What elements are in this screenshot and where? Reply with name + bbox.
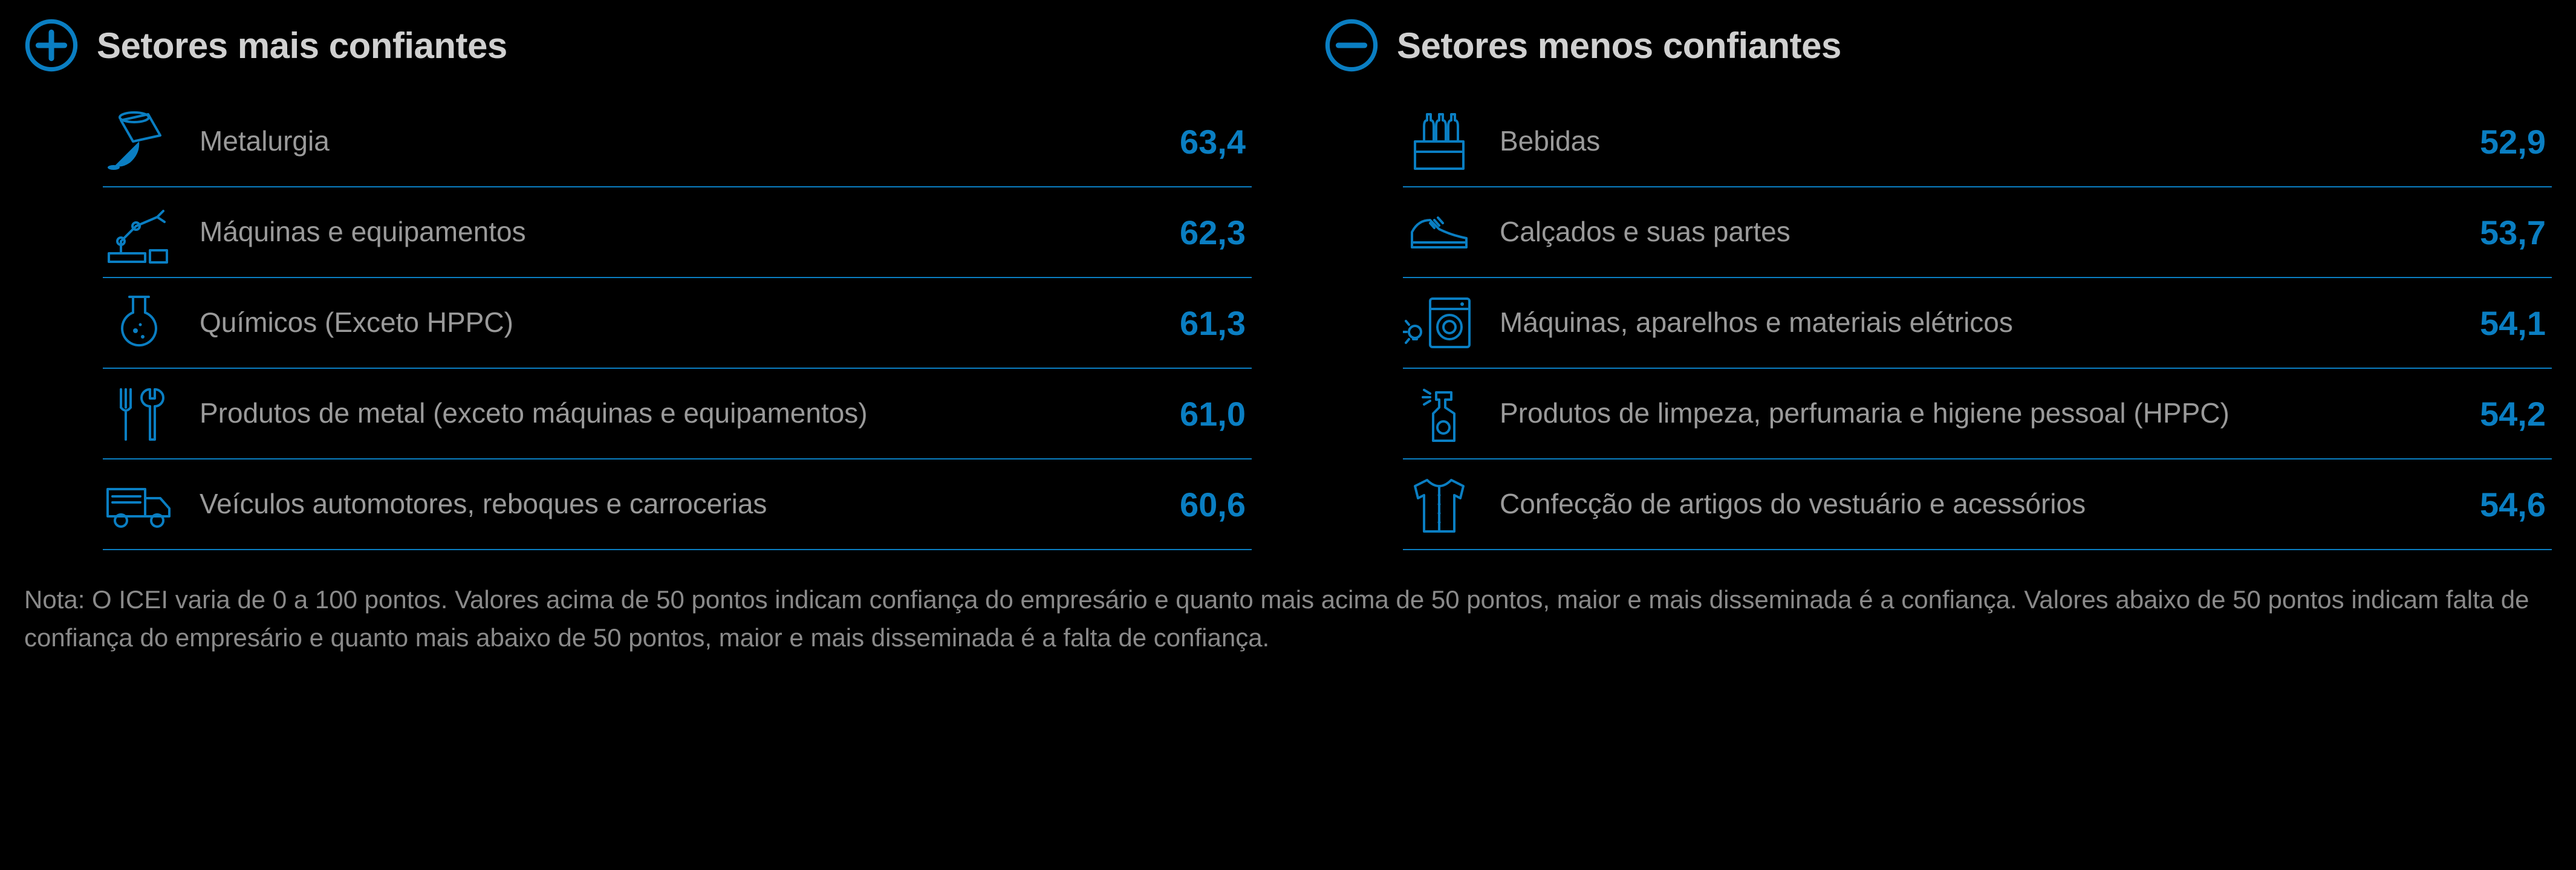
columns-container: Setores mais confiantes Metalurgia 63,4: [24, 18, 2552, 550]
right-title: Setores menos confiantes: [1397, 25, 1841, 67]
minus-circle-icon: [1324, 18, 1379, 73]
flask-icon: [103, 290, 175, 356]
fork-wrench-icon: [103, 380, 175, 447]
plus-circle-icon: [24, 18, 79, 73]
row-value: 54,1: [2461, 304, 2552, 343]
row-label: Metalurgia: [200, 124, 1137, 159]
row-label: Químicos (Exceto HPPC): [200, 305, 1137, 340]
table-row: Químicos (Exceto HPPC) 61,3: [103, 278, 1252, 369]
left-header: Setores mais confiantes: [24, 18, 1252, 73]
robot-arm-icon: [103, 199, 175, 265]
row-label: Produtos de limpeza, perfumaria e higien…: [1500, 396, 2437, 431]
row-label: Bebidas: [1500, 124, 2437, 159]
right-column: Setores menos confiantes Bebidas 52,9: [1324, 18, 2552, 550]
row-label: Produtos de metal (exceto máquinas e equ…: [200, 396, 1137, 431]
footnote: Nota: O ICEI varia de 0 a 100 pontos. Va…: [24, 574, 2552, 657]
row-label: Calçados e suas partes: [1500, 215, 2437, 250]
row-label: Máquinas e equipamentos: [200, 215, 1137, 250]
row-value: 53,7: [2461, 213, 2552, 252]
left-column: Setores mais confiantes Metalurgia 63,4: [24, 18, 1252, 550]
table-row: Confecção de artigos do vestuário e aces…: [1403, 459, 2552, 550]
table-row: Produtos de limpeza, perfumaria e higien…: [1403, 369, 2552, 459]
row-value: 54,6: [2461, 485, 2552, 524]
left-rows: Metalurgia 63,4 Máquinas e equipamento: [24, 97, 1252, 550]
table-row: Máquinas, aparelhos e materiais elétrico…: [1403, 278, 2552, 369]
table-row: Máquinas e equipamentos 62,3: [103, 187, 1252, 278]
table-row: Produtos de metal (exceto máquinas e equ…: [103, 369, 1252, 459]
bottles-crate-icon: [1403, 108, 1475, 175]
table-row: Metalurgia 63,4: [103, 97, 1252, 187]
row-value: 52,9: [2461, 122, 2552, 161]
row-label: Máquinas, aparelhos e materiais elétrico…: [1500, 305, 2437, 340]
sneaker-icon: [1403, 199, 1475, 265]
row-label: Veículos automotores, reboques e carroce…: [200, 487, 1137, 522]
row-label: Confecção de artigos do vestuário e aces…: [1500, 487, 2437, 522]
row-value: 61,0: [1161, 394, 1252, 433]
table-row: Bebidas 52,9: [1403, 97, 2552, 187]
bucket-pour-icon: [103, 108, 175, 175]
row-value: 54,2: [2461, 394, 2552, 433]
row-value: 61,3: [1161, 304, 1252, 343]
table-row: Calçados e suas partes 53,7: [1403, 187, 2552, 278]
shirt-icon: [1403, 471, 1475, 537]
row-value: 63,4: [1161, 122, 1252, 161]
truck-icon: [103, 471, 175, 537]
right-rows: Bebidas 52,9 Calçados e suas partes 53,7: [1324, 97, 2552, 550]
row-value: 62,3: [1161, 213, 1252, 252]
spray-bottle-icon: [1403, 380, 1475, 447]
washer-bulb-icon: [1403, 290, 1475, 356]
right-header: Setores menos confiantes: [1324, 18, 2552, 73]
row-value: 60,6: [1161, 485, 1252, 524]
left-title: Setores mais confiantes: [97, 25, 507, 67]
table-row: Veículos automotores, reboques e carroce…: [103, 459, 1252, 550]
